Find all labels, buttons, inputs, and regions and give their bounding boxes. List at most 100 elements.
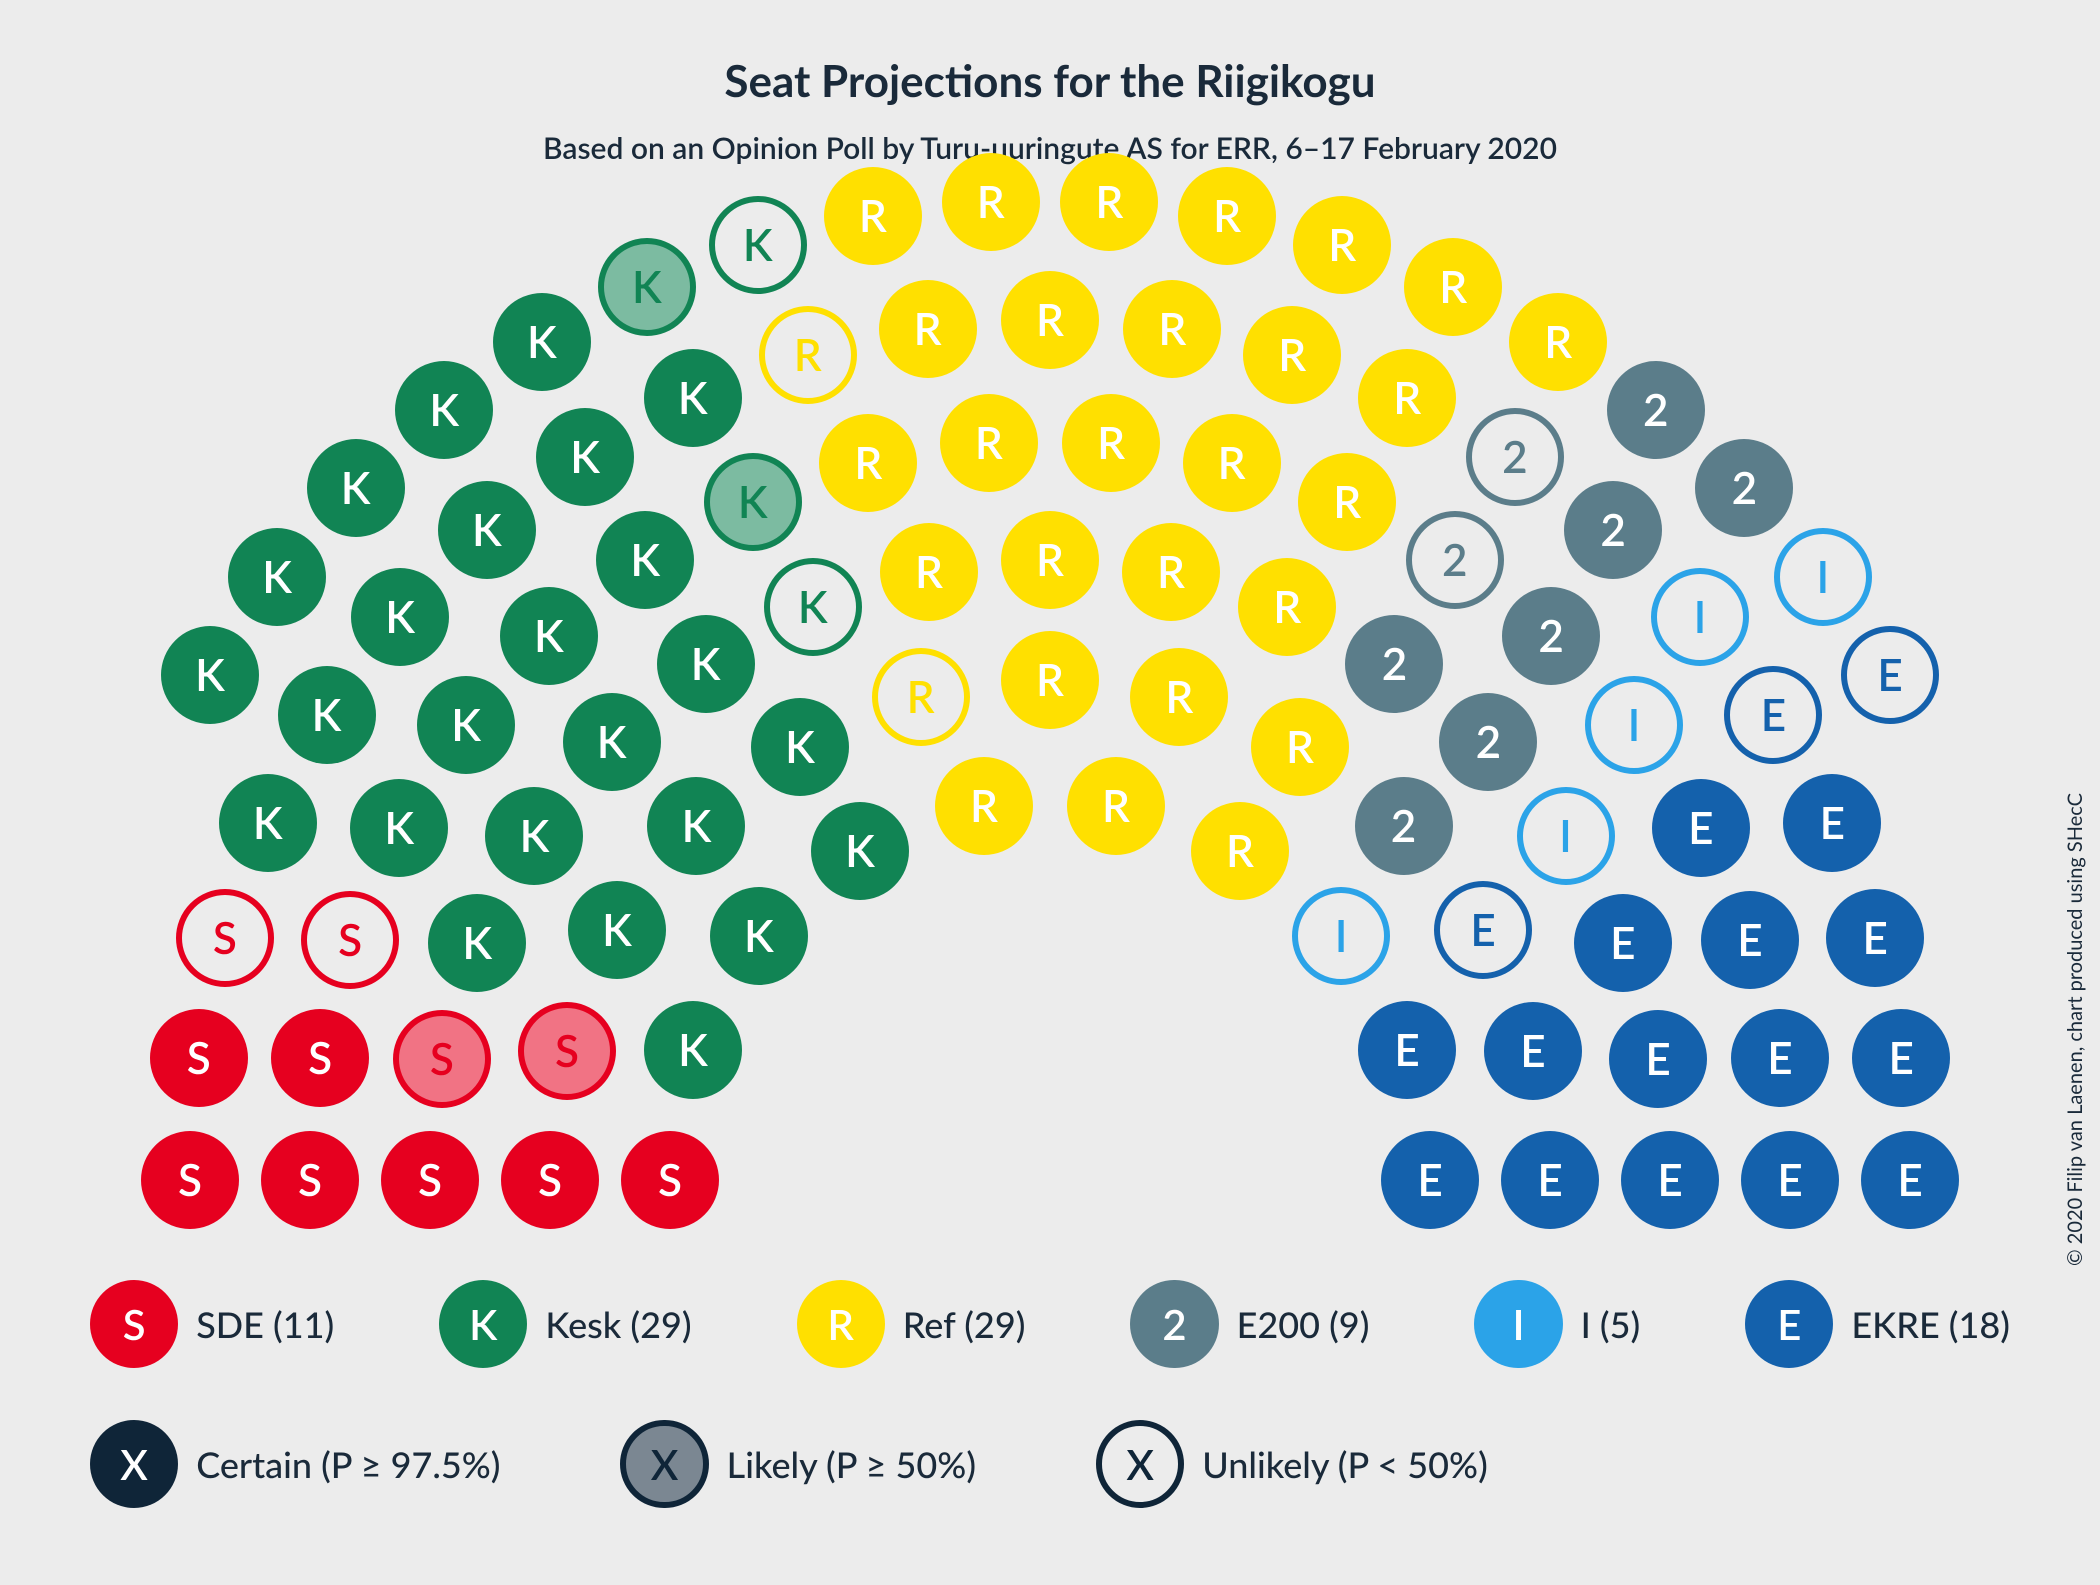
seat-letter: I — [1512, 1299, 1524, 1349]
seat: E — [1861, 1131, 1959, 1229]
seat: 2 — [1564, 481, 1662, 579]
seat-letter: E — [1470, 904, 1495, 956]
seat: K — [657, 615, 755, 713]
seat: K — [307, 439, 405, 537]
seat: E — [1826, 889, 1924, 987]
seat-letter: R — [915, 546, 943, 598]
seat: K — [598, 238, 696, 336]
seat-letter: S — [430, 1033, 454, 1085]
seat-letter: K — [520, 810, 550, 862]
prob-legend-swatch: X — [1096, 1420, 1184, 1508]
seat-letter: K — [738, 476, 768, 528]
seat-letter: R — [1226, 825, 1254, 877]
seat-letter: K — [743, 219, 773, 271]
seat: K — [596, 511, 694, 609]
seat: E — [1609, 1010, 1707, 1108]
seat-letter: S — [187, 1032, 211, 1084]
seat-letter: E — [1520, 1025, 1545, 1077]
seat-letter: S — [538, 1154, 562, 1206]
seat: E — [1731, 1009, 1829, 1107]
legend-swatch: E — [1745, 1280, 1833, 1368]
seat-letter: R — [970, 780, 998, 832]
seat-letter: R — [907, 671, 935, 723]
legend-item-sde: SSDE (11) — [90, 1280, 334, 1368]
seat-letter: R — [1095, 176, 1123, 228]
legend-label: I (5) — [1581, 1302, 1641, 1346]
seat-letter: S — [658, 1154, 682, 1206]
seat: R — [940, 394, 1038, 492]
seat-letter: R — [794, 329, 822, 381]
seat: K — [219, 774, 317, 872]
seat: E — [1434, 881, 1532, 979]
seat: I — [1774, 528, 1872, 626]
seat: R — [1358, 349, 1456, 447]
seat-letter: K — [469, 1299, 497, 1349]
seat: R — [1293, 196, 1391, 294]
seat-letter: R — [1165, 671, 1193, 723]
seat-letter: 2 — [1538, 610, 1564, 662]
seat-letter: 2 — [1391, 800, 1417, 852]
legend-swatch: I — [1474, 1280, 1562, 1368]
seat-letter: R — [1036, 294, 1064, 346]
seat: E — [1358, 1001, 1456, 1099]
seat: E — [1621, 1131, 1719, 1229]
prob-legend-letter: X — [120, 1439, 148, 1489]
seat: E — [1701, 891, 1799, 989]
seat: R — [1001, 631, 1099, 729]
seat: K — [500, 587, 598, 685]
seat: R — [1251, 698, 1349, 796]
seat: R — [1298, 453, 1396, 551]
seat: I — [1651, 568, 1749, 666]
seat: K — [536, 408, 634, 506]
seat-letter: E — [1537, 1154, 1562, 1206]
seat-letter: R — [1393, 372, 1421, 424]
seat: R — [1178, 167, 1276, 265]
seat-letter: K — [462, 917, 492, 969]
seat-letter: E — [1897, 1154, 1922, 1206]
legend-item-kesk: KKesk (29) — [439, 1280, 691, 1368]
seat-letter: K — [195, 649, 225, 701]
seat-letter: K — [602, 904, 632, 956]
seat: R — [942, 153, 1040, 251]
seat: R — [1001, 511, 1099, 609]
seat: I — [1292, 887, 1390, 985]
seat-letter: R — [1273, 581, 1301, 633]
seat-letter: 2 — [1442, 534, 1468, 586]
seat: K — [710, 887, 808, 985]
prob-legend-letter: X — [651, 1439, 679, 1489]
seat: K — [563, 693, 661, 791]
seat: 2 — [1695, 439, 1793, 537]
seat: K — [644, 1001, 742, 1099]
legend-swatch: 2 — [1130, 1280, 1218, 1368]
seat: R — [1238, 558, 1336, 656]
seat: K — [709, 196, 807, 294]
seat: R — [759, 306, 857, 404]
seat: S — [150, 1009, 248, 1107]
seat-letter: K — [429, 384, 459, 436]
seat-letter: K — [632, 261, 662, 313]
seat-letter: E — [1737, 914, 1762, 966]
legend-label: SDE (11) — [196, 1302, 334, 1346]
seat-letter: R — [1328, 219, 1356, 271]
legend-swatch: R — [797, 1280, 885, 1368]
seat-letter: K — [682, 800, 712, 852]
legend-swatch: K — [439, 1280, 527, 1368]
seat-letter: R — [977, 176, 1005, 228]
seat-letter: K — [785, 721, 815, 773]
seat: E — [1381, 1131, 1479, 1229]
legend-label: EKRE (18) — [1851, 1302, 2010, 1346]
seat: R — [1062, 394, 1160, 492]
seat: K — [704, 453, 802, 551]
prob-legend-swatch: X — [90, 1420, 178, 1508]
seat-letter: 2 — [1643, 384, 1669, 436]
seat-letter: K — [678, 372, 708, 424]
seat: K — [161, 626, 259, 724]
seat: 2 — [1502, 587, 1600, 685]
seat: R — [1122, 523, 1220, 621]
seat-letter: K — [253, 797, 283, 849]
seat-letter: I — [1694, 591, 1707, 643]
seat: 2 — [1406, 511, 1504, 609]
seat-letter: R — [827, 1299, 854, 1349]
seat-letter: S — [178, 1154, 202, 1206]
seat-letter: K — [597, 716, 627, 768]
